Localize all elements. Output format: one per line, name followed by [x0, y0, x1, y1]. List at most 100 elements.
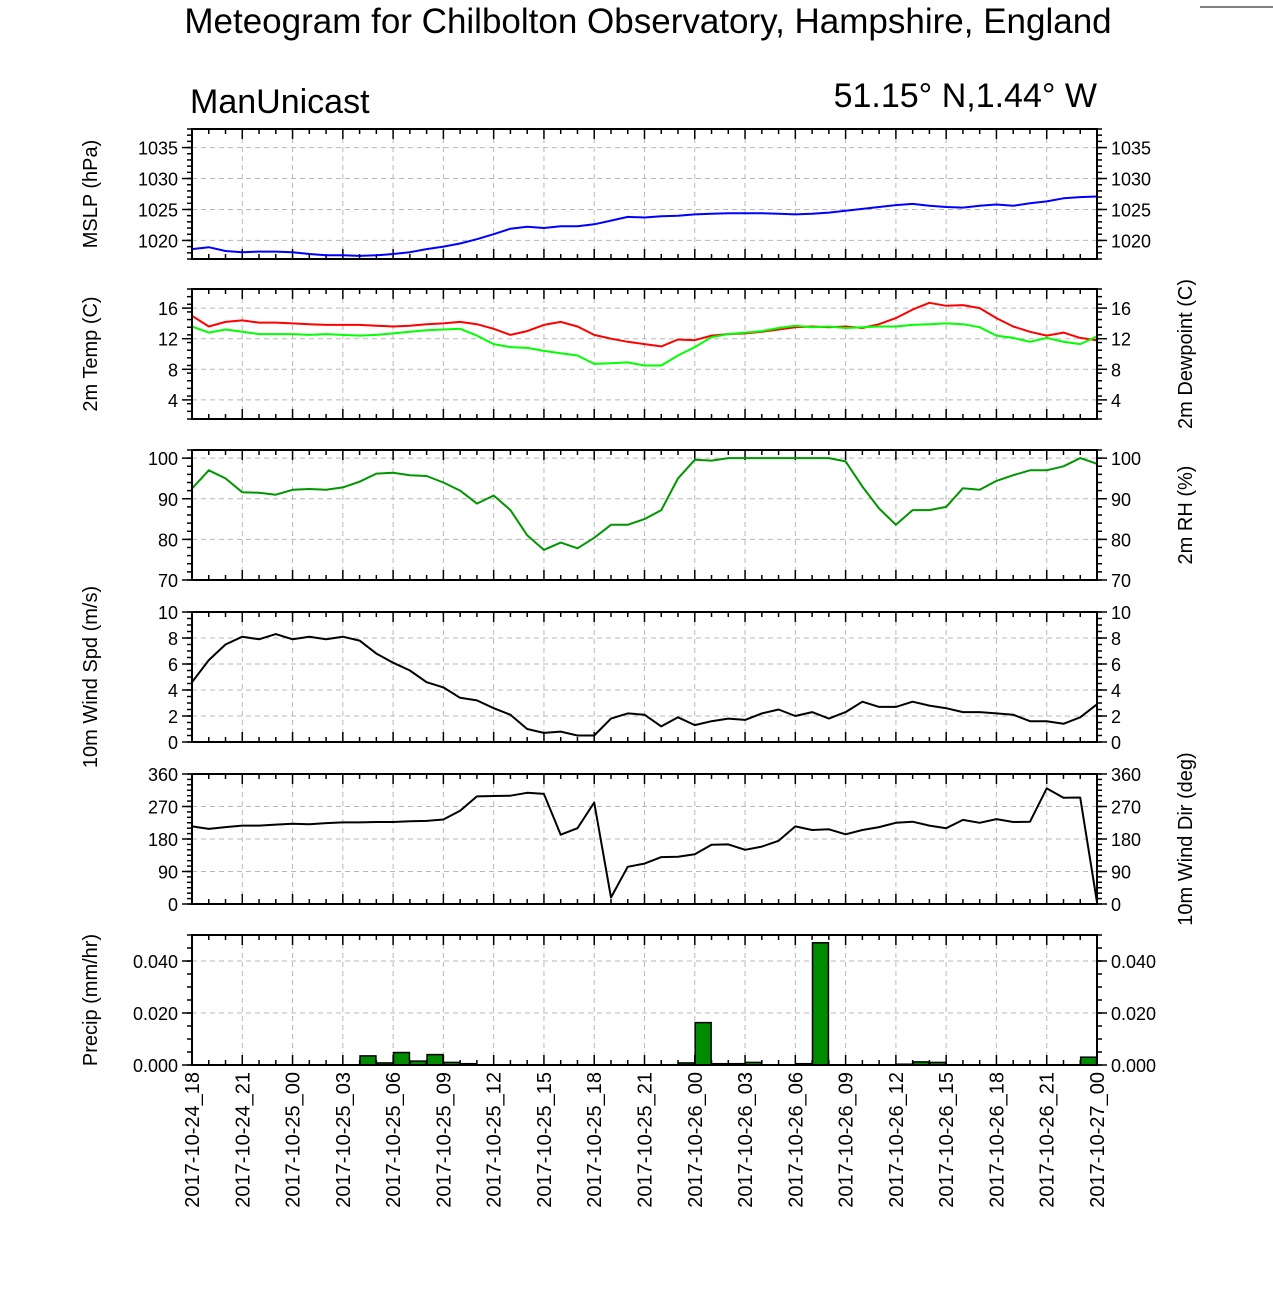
x-tick-label: 2017-10-25_03 [333, 1072, 355, 1208]
y-tick-label-right: 4 [1111, 391, 1121, 411]
series-line-wind_dir-0 [191, 787, 1098, 903]
x-tick-label: 2017-10-26_00 [685, 1072, 707, 1208]
y-tick-label-right: 80 [1111, 530, 1131, 550]
y-axis-title-left: 2m Temp (C) [80, 296, 102, 411]
panel-temp: 4 4 8 8 12 12 16 16 2m Temp (C) 2m Dewpoint (C) [80, 279, 1197, 429]
panel-rh: 70 70 80 80 90 90 100 100 2m RH (%) [148, 449, 1197, 591]
x-tick-label: 2017-10-24_18 [182, 1072, 204, 1208]
y-tick-label-left: 12 [158, 330, 178, 350]
x-tick-label: 2017-10-25_09 [433, 1072, 455, 1208]
y-axis-title-left: MSLP (hPa) [80, 140, 102, 249]
x-axis: 2017-10-24_18 2017-10-24_21 2017-10-25_00 2… [182, 1072, 1109, 1208]
precip-bar [359, 1055, 377, 1066]
x-tick-label: 2017-10-25_21 [635, 1072, 657, 1208]
y-tick-label-right: 0 [1111, 895, 1121, 915]
panel-wind_spd: 0 0 2 2 4 4 6 6 8 8 10 10 10m Wind Spd (m/s) [80, 586, 1131, 768]
y-tick-label-left: 8 [168, 360, 178, 380]
y-tick-label-left: 2 [168, 707, 178, 727]
panel-frame [191, 128, 1098, 260]
y-tick-label-right: 10 [1111, 603, 1131, 623]
y-tick-label-left: 0 [168, 733, 178, 753]
y-tick-label-left: 6 [168, 655, 178, 675]
y-tick-label-right: 180 [1111, 830, 1141, 850]
x-tick-label: 2017-10-26_03 [735, 1072, 757, 1208]
y-axis-title-left: 10m Wind Spd (m/s) [80, 586, 102, 768]
y-tick-label-right: 270 [1111, 798, 1141, 818]
y-tick-label-left: 8 [168, 629, 178, 649]
panel-frame [191, 449, 1098, 581]
y-tick-label-left: 100 [148, 449, 178, 469]
chart-title: Meteogram for Chilbolton Observatory, Ha… [184, 2, 1111, 41]
y-tick-label-right: 90 [1111, 863, 1131, 883]
y-tick-label-right: 1020 [1111, 231, 1151, 251]
y-tick-label-right: 90 [1111, 490, 1131, 510]
y-tick-label-left: 360 [148, 765, 178, 785]
x-tick-label: 2017-10-26_18 [986, 1072, 1008, 1208]
y-tick-label-right: 1025 [1111, 200, 1151, 220]
panel-wind_dir: 0 0 90 90 180 180 270 270 360 360 10m Wind Dir (de… [148, 752, 1197, 925]
y-tick-label-right: 0.020 [1111, 1004, 1156, 1024]
y-tick-label-right: 2 [1111, 707, 1121, 727]
precip-bar [426, 1053, 444, 1066]
y-tick-label-left: 1035 [138, 139, 178, 159]
y-tick-label-right: 0.000 [1111, 1056, 1156, 1076]
panel-frame [191, 611, 1098, 743]
y-tick-label-left: 70 [158, 571, 178, 591]
y-tick-label-left: 4 [168, 681, 178, 701]
model-label: ManUnicast [190, 83, 370, 121]
y-tick-label-right: 0 [1111, 733, 1121, 753]
y-tick-label-right: 8 [1111, 360, 1121, 380]
x-tick-label: 2017-10-26_21 [1037, 1072, 1059, 1208]
y-tick-label-left: 1030 [138, 170, 178, 190]
panel-frame [191, 288, 1098, 420]
y-tick-label-right: 4 [1111, 681, 1121, 701]
precip-bar [392, 1051, 411, 1066]
panel-precip: 0.000 0.000 0.020 0.020 0.040 0.040 Precip (mm… [80, 934, 1156, 1076]
x-tick-label: 2017-10-26_09 [836, 1072, 858, 1208]
panel-frame [191, 934, 1098, 1066]
y-tick-label-left: 90 [158, 490, 178, 510]
y-tick-label-left: 1020 [138, 231, 178, 251]
x-tick-label: 2017-10-26_06 [785, 1072, 807, 1208]
y-tick-label-left: 4 [168, 391, 178, 411]
y-tick-label-left: 0 [168, 895, 178, 915]
y-tick-label-right: 16 [1111, 299, 1131, 319]
x-tick-label: 2017-10-25_15 [534, 1072, 556, 1208]
panel-mslp: 1020 1020 1025 1025 1030 1030 1035 1035 MSLP (hP… [80, 128, 1151, 260]
series-line-wind_spd-0 [191, 633, 1098, 737]
x-tick-label: 2017-10-26_12 [886, 1072, 908, 1208]
panel-frame [191, 773, 1098, 905]
precip-bar [1079, 1056, 1098, 1066]
location-coordinates: 51.15° N,1.44° W [834, 77, 1097, 115]
y-tick-label-left: 180 [148, 830, 178, 850]
y-tick-label-right: 1030 [1111, 170, 1151, 190]
y-axis-title-left: Precip (mm/hr) [80, 934, 102, 1066]
y-tick-label-right: 100 [1111, 449, 1141, 469]
y-axis-title-right: 2m RH (%) [1175, 466, 1197, 565]
y-tick-label-right: 70 [1111, 571, 1131, 591]
y-axis-title-right: 2m Dewpoint (C) [1175, 279, 1197, 429]
x-tick-label: 2017-10-24_21 [232, 1072, 254, 1208]
y-tick-label-left: 16 [158, 299, 178, 319]
precip-bar [694, 1021, 712, 1066]
series-line-temp-0 [191, 301, 1098, 348]
x-tick-label: 2017-10-27_00 [1087, 1072, 1109, 1208]
x-tick-label: 2017-10-25_12 [484, 1072, 506, 1208]
y-tick-label-left: 0.000 [133, 1056, 178, 1076]
x-tick-label: 2017-10-26_15 [936, 1072, 958, 1208]
x-tick-label: 2017-10-25_00 [283, 1072, 305, 1208]
y-tick-label-left: 10 [158, 603, 178, 623]
y-tick-label-left: 90 [158, 863, 178, 883]
precip-bar [811, 942, 830, 1066]
y-tick-label-left: 80 [158, 530, 178, 550]
y-tick-label-left: 1025 [138, 200, 178, 220]
y-axis-title-right: 10m Wind Dir (deg) [1175, 752, 1197, 925]
y-tick-label-right: 1035 [1111, 139, 1151, 159]
y-tick-label-right: 6 [1111, 655, 1121, 675]
x-tick-label: 2017-10-25_18 [584, 1072, 606, 1208]
y-tick-label-right: 360 [1111, 765, 1141, 785]
x-tick-label: 2017-10-25_06 [383, 1072, 405, 1208]
y-tick-label-right: 12 [1111, 330, 1131, 350]
